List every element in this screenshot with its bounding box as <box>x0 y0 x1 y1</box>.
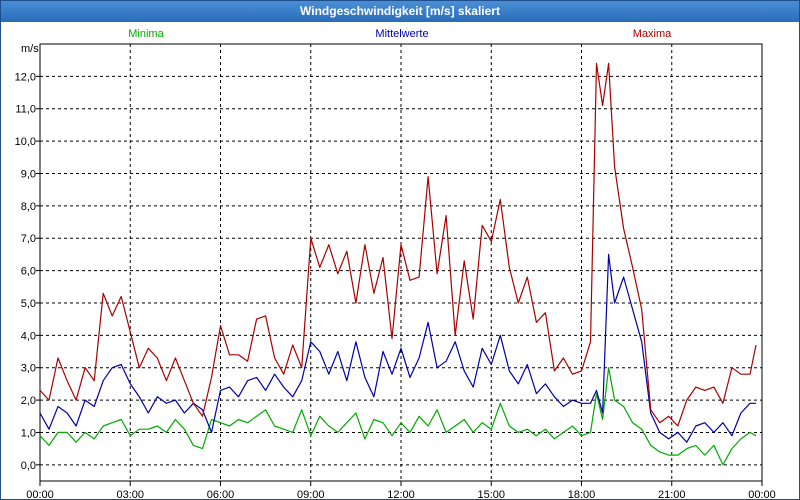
y-axis-ticks: 0,0 1,0 2,0 3,0 4,0 5,0 6,0 7,0 8,0 9,0 10,0 11,0 12… <box>15 71 40 472</box>
x-tick-time: 18:00 <box>568 489 596 499</box>
series-line-mittelwerte <box>39 253 756 443</box>
grid-lines <box>40 44 762 481</box>
y-tick-label: 6,0 <box>21 266 36 278</box>
x-tick-time: 03:00 <box>116 489 144 499</box>
x-axis-ticks: 00:0024.08.1503:0024.08.1506:0024.08.150… <box>26 481 776 499</box>
legend-mittelwerte: Mittelwerte <box>375 28 428 40</box>
series-line-minima <box>39 367 757 466</box>
y-tick-label: 3,0 <box>21 363 36 375</box>
legend-minima: Minima <box>128 28 164 40</box>
y-tick-label: 5,0 <box>21 298 36 310</box>
y-tick-label: 12,0 <box>15 71 36 83</box>
y-tick-label: 2,0 <box>21 395 36 407</box>
y-tick-label: 8,0 <box>21 201 36 213</box>
y-tick-label: 7,0 <box>21 233 36 245</box>
y-tick-label: 4,0 <box>21 330 36 342</box>
y-tick-label: 11,0 <box>15 104 36 116</box>
window-title: Windgeschwindigkeit [m/s] skaliert <box>1 1 799 22</box>
wind-speed-chart: 0,0 1,0 2,0 3,0 4,0 5,0 6,0 7,0 8,0 9,0 10,0 11,0 12… <box>15 28 776 499</box>
x-tick-time: 09:00 <box>297 489 325 499</box>
x-tick-time: 06:00 <box>207 489 235 499</box>
x-tick-time: 15:00 <box>477 489 505 499</box>
series-line-maxima <box>39 62 757 427</box>
y-tick-label: 10,0 <box>15 136 36 148</box>
y-tick-label: 0,0 <box>21 460 36 472</box>
x-tick-time: 12:00 <box>387 489 415 499</box>
legend-maxima: Maxima <box>633 28 672 40</box>
x-tick-time: 00:00 <box>26 489 54 499</box>
y-tick-label: 1,0 <box>21 427 36 439</box>
x-tick-time: 21:00 <box>658 489 686 499</box>
y-axis-unit: m/s <box>21 43 39 55</box>
x-tick-time: 00:00 <box>748 489 776 499</box>
y-tick-label: 9,0 <box>21 168 36 180</box>
series-lines <box>39 62 757 466</box>
